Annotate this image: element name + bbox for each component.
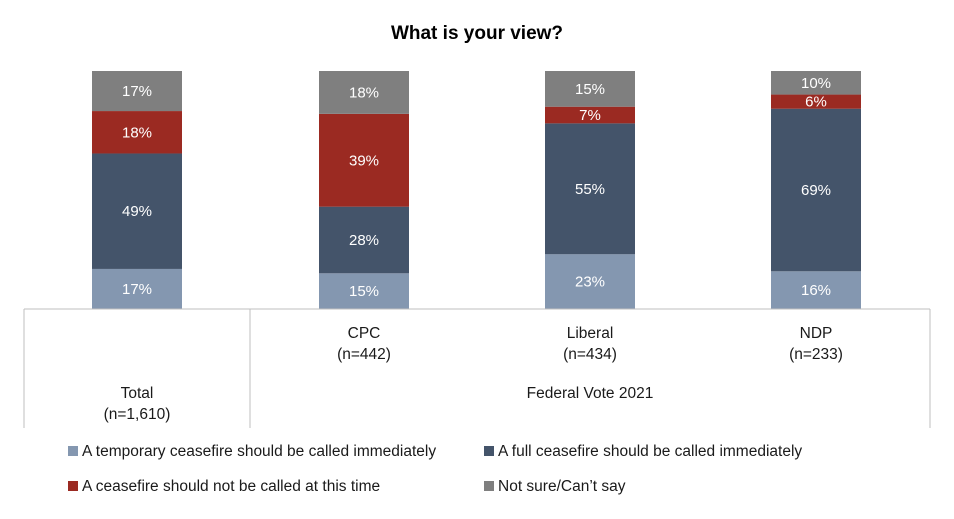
category-n-label: (n=233) xyxy=(789,346,843,363)
data-label: 15% xyxy=(575,81,605,98)
bar-total-series-3 xyxy=(92,111,182,154)
category-axis: Total (n=1,610) CPC (n=442) Liberal (n=434) ND… xyxy=(23,308,931,428)
legend-label: A ceasefire should not be called at this… xyxy=(82,478,380,495)
data-label: 69% xyxy=(801,182,831,199)
data-label: 6% xyxy=(805,94,827,111)
data-label: 23% xyxy=(575,274,605,291)
category-n-label: (n=434) xyxy=(563,346,617,363)
bar-cpc-series-3 xyxy=(319,113,409,207)
legend-swatch xyxy=(484,481,494,491)
bar-ndp-series-2 xyxy=(771,108,861,272)
category-label: Total xyxy=(121,385,154,402)
bar-ndp-series-1 xyxy=(771,271,861,309)
data-label: 28% xyxy=(349,232,379,249)
bar-total-series-4 xyxy=(92,71,182,112)
bar-total-series-2 xyxy=(92,153,182,269)
category-n-label: (n=442) xyxy=(337,346,391,363)
category-label: Liberal xyxy=(567,325,614,342)
bar-ndp-series-3 xyxy=(771,94,861,109)
bar-liberal-series-2 xyxy=(545,123,635,255)
legend-swatch xyxy=(68,481,78,491)
category-n-label: (n=1,610) xyxy=(104,406,171,423)
bar-cpc-series-4 xyxy=(319,71,409,114)
bar-liberal-series-3 xyxy=(545,106,635,124)
bar-liberal-series-4 xyxy=(545,71,635,107)
data-label: 18% xyxy=(349,84,379,101)
legend-swatch xyxy=(484,446,494,456)
data-label: 7% xyxy=(579,107,601,124)
data-label: 17% xyxy=(122,83,152,100)
data-label: 16% xyxy=(801,282,831,299)
bar-cpc-series-2 xyxy=(319,206,409,274)
data-label: 15% xyxy=(349,283,379,300)
legend-label: A full ceasefire should be called immedi… xyxy=(498,443,802,460)
data-label: 10% xyxy=(801,75,831,92)
data-label: 17% xyxy=(122,281,152,298)
bar-cpc-series-1 xyxy=(319,273,409,309)
data-label: 55% xyxy=(575,181,605,198)
bar-total-series-1 xyxy=(92,268,182,309)
bars-layer: 17% 49% 18% 17% 15% 28% 39% 18% 23% 55% 7% 15% 16% 69… xyxy=(92,71,861,309)
category-label: CPC xyxy=(348,325,381,342)
legend-swatch xyxy=(68,446,78,456)
category-label: NDP xyxy=(800,325,833,342)
data-label: 39% xyxy=(349,152,379,169)
data-label: 18% xyxy=(122,124,152,141)
data-label: 49% xyxy=(122,203,152,220)
group-label: Federal Vote 2021 xyxy=(527,385,654,402)
legend: A temporary ceasefire should be called i… xyxy=(68,443,802,495)
chart-title: What is your view? xyxy=(391,23,563,44)
legend-label: Not sure/Can’t say xyxy=(498,478,626,495)
legend-label: A temporary ceasefire should be called i… xyxy=(82,443,436,460)
bar-liberal-series-1 xyxy=(545,254,635,309)
bar-ndp-series-4 xyxy=(771,71,861,95)
